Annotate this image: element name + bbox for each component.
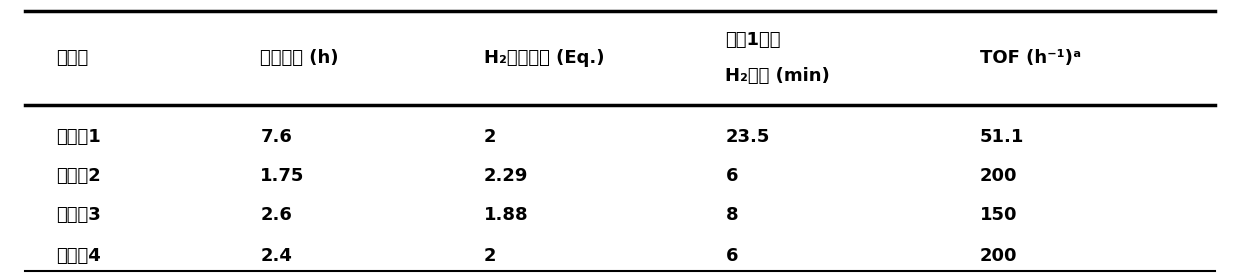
Text: 6: 6 bbox=[725, 167, 738, 185]
Text: 1.88: 1.88 bbox=[484, 206, 528, 224]
Text: 2: 2 bbox=[484, 128, 496, 146]
Text: 反应时间 (h): 反应时间 (h) bbox=[260, 49, 339, 67]
Text: 8: 8 bbox=[725, 206, 738, 224]
Text: 实施例1: 实施例1 bbox=[56, 128, 100, 146]
Text: 2.4: 2.4 bbox=[260, 247, 293, 265]
Text: 150: 150 bbox=[980, 206, 1017, 224]
Text: 实施例3: 实施例3 bbox=[56, 206, 100, 224]
Text: 释放1当量: 释放1当量 bbox=[725, 31, 781, 49]
Text: 51.1: 51.1 bbox=[980, 128, 1024, 146]
Text: 1.75: 1.75 bbox=[260, 167, 305, 185]
Text: 催化剂: 催化剂 bbox=[56, 49, 88, 67]
Text: 2.29: 2.29 bbox=[484, 167, 528, 185]
Text: 200: 200 bbox=[980, 167, 1017, 185]
Text: 实施例4: 实施例4 bbox=[56, 247, 100, 265]
Text: 2.6: 2.6 bbox=[260, 206, 293, 224]
Text: H₂总释放量 (Eq.): H₂总释放量 (Eq.) bbox=[484, 49, 604, 67]
Text: 200: 200 bbox=[980, 247, 1017, 265]
Text: 6: 6 bbox=[725, 247, 738, 265]
Text: H₂时间 (min): H₂时间 (min) bbox=[725, 67, 830, 85]
Text: 2: 2 bbox=[484, 247, 496, 265]
Text: 7.6: 7.6 bbox=[260, 128, 293, 146]
Text: 23.5: 23.5 bbox=[725, 128, 770, 146]
Text: 实施例2: 实施例2 bbox=[56, 167, 100, 185]
Text: TOF (h⁻¹)ᵃ: TOF (h⁻¹)ᵃ bbox=[980, 49, 1081, 67]
